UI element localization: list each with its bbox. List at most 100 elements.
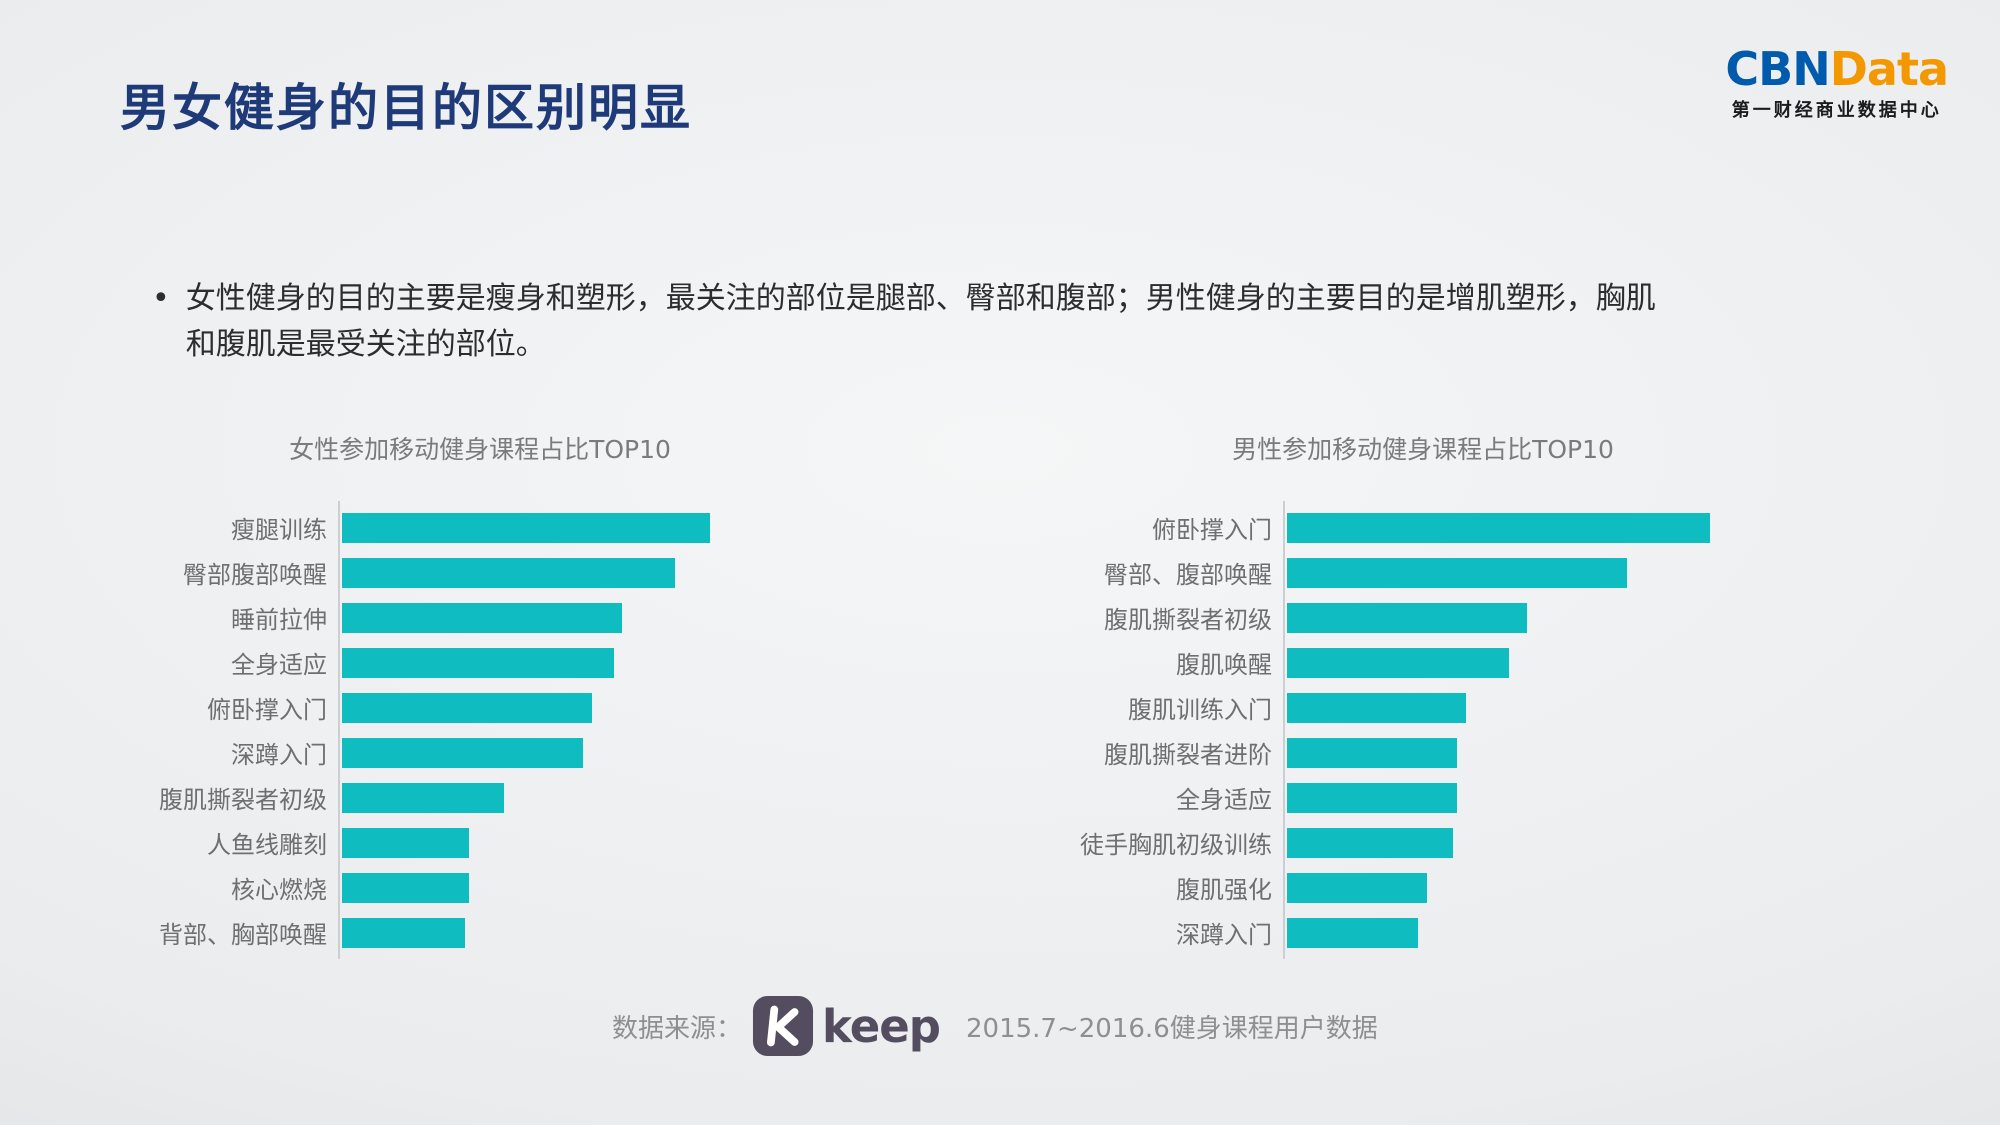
bar-track	[1287, 737, 1723, 768]
source-label: 数据来源：	[612, 1013, 743, 1044]
category-label: 睡前拉伸	[231, 606, 327, 634]
bar	[342, 557, 675, 588]
bullet-paragraph: • 女性健身的目的主要是瘦身和塑形，最关注的部位是腿部、臀部和腹部；男性健身的主…	[152, 276, 1872, 368]
chart-row: 全身适应	[120, 640, 780, 685]
category-label: 人鱼线雕刻	[207, 831, 327, 859]
category-label: 腹肌撕裂者初级	[1104, 606, 1272, 634]
chart-row: 深蹲入门	[1008, 910, 1723, 955]
chart-men-top10: 男性参加移动健身课程占比TOP10 俯卧撑入门臀部、腹部唤醒 腹肌撕裂者初级腹肌唤…	[1008, 433, 1723, 959]
cbndata-wordmark: CBNData	[1725, 42, 1949, 96]
bar	[342, 512, 710, 543]
bar-track	[1287, 917, 1723, 948]
bar-track	[342, 827, 780, 858]
bar-track	[1287, 557, 1723, 588]
chart-plot-women: 瘦腿训练臀部腹部唤醒睡前拉伸全身适应俯卧撑入门深蹲入门腹肌撕裂者初级人鱼线雕刻核…	[120, 501, 780, 959]
chart-row: 腹肌撕裂者初级	[120, 775, 780, 820]
bar	[1287, 602, 1527, 633]
category-label: 腹肌唤醒	[1176, 651, 1272, 679]
chart-row: 徒手胸肌初级训练	[1008, 820, 1723, 865]
bar	[342, 782, 505, 813]
category-label: 腹肌撕裂者初级	[159, 786, 327, 814]
chart-row: 腹肌训练入门	[1008, 685, 1723, 730]
bar-track	[342, 917, 780, 948]
chart-title-men: 男性参加移动健身课程占比TOP10	[1232, 435, 1614, 464]
chart-row: 深蹲入门	[120, 730, 780, 775]
category-label: 腹肌撕裂者进阶	[1104, 741, 1272, 769]
chart-row: 全身适应	[1008, 775, 1723, 820]
chart-row: 睡前拉伸	[120, 595, 780, 640]
bar	[1287, 512, 1710, 543]
bar	[1287, 557, 1628, 588]
category-label: 俯卧撑入门	[207, 696, 327, 724]
bullet-marker: •	[152, 281, 170, 316]
bar-track	[1287, 512, 1723, 543]
chart-row: 臀部腹部唤醒	[120, 550, 780, 595]
source-period: 2015.7~2016.6健身课程用户数据	[966, 1013, 1378, 1044]
bar-track	[342, 737, 780, 768]
bullet-text: 女性健身的目的主要是瘦身和塑形，最关注的部位是腿部、臀部和腹部；男性健身的主要目…	[185, 281, 1656, 362]
chart-women-top10: 女性参加移动健身课程占比TOP10 瘦腿训练臀部腹部唤醒睡前拉伸全身适应俯卧撑入…	[120, 433, 780, 959]
cbndata-subtitle: 第一财经商业数据中心	[1731, 100, 1942, 121]
chart-row: 腹肌唤醒	[1008, 640, 1723, 685]
category-label: 腹肌强化	[1176, 876, 1272, 904]
bar-track	[342, 602, 780, 633]
chart-row: 瘦腿训练	[120, 505, 780, 550]
chart-plot-men: 俯卧撑入门臀部、腹部唤醒 腹肌撕裂者初级腹肌唤醒腹肌训练入门腹肌撕裂者进阶全身适应…	[1008, 501, 1723, 959]
category-label: 深蹲入门	[231, 741, 327, 769]
bar	[1287, 692, 1466, 723]
chart-row: 腹肌强化	[1008, 865, 1723, 910]
cbndata-logo: CBNData 第一财经商业数据中心	[1725, 42, 1949, 122]
category-label: 核心燃烧	[231, 876, 327, 904]
bar	[342, 872, 470, 903]
bar-track	[1287, 647, 1723, 678]
bar	[342, 647, 614, 678]
bar-track	[1287, 602, 1723, 633]
category-label: 背部、胸部唤醒	[159, 921, 327, 949]
category-label: 徒手胸肌初级训练	[1080, 831, 1272, 859]
bar	[342, 737, 583, 768]
bar-track	[342, 647, 780, 678]
bar	[1287, 827, 1453, 858]
bar	[1287, 647, 1510, 678]
chart-row: 背部、胸部唤醒	[120, 910, 780, 955]
bar	[342, 827, 470, 858]
category-label: 腹肌训练入门	[1128, 696, 1272, 724]
bar-track	[342, 512, 780, 543]
page-title: 男女健身的目的区别明显	[120, 79, 692, 137]
category-label: 全身适应	[231, 651, 327, 679]
bar	[342, 692, 592, 723]
bar-track	[1287, 782, 1723, 813]
cbndata-wordmark-data: Data	[1829, 42, 1949, 96]
bar-track	[342, 782, 780, 813]
keep-app-icon	[752, 995, 814, 1057]
chart-row: 臀部、腹部唤醒	[1008, 550, 1723, 595]
category-label: 俯卧撑入门	[1152, 516, 1272, 544]
keep-logo: keep	[752, 995, 954, 1057]
chart-row: 人鱼线雕刻	[120, 820, 780, 865]
bar-track	[342, 692, 780, 723]
data-source: 数据来源： keep 2015.7~2016.6健身课程用户数据	[612, 990, 1378, 1062]
chart-title-women: 女性参加移动健身课程占比TOP10	[289, 435, 671, 464]
chart-row: 核心燃烧	[120, 865, 780, 910]
category-label: 瘦腿训练	[231, 516, 327, 544]
bar	[342, 602, 623, 633]
chart-row: 腹肌撕裂者初级	[1008, 595, 1723, 640]
category-label: 全身适应	[1176, 786, 1272, 814]
bar	[1287, 782, 1458, 813]
bar	[1287, 872, 1427, 903]
category-label: 臀部、腹部唤醒	[1104, 561, 1272, 589]
keep-wordmark: keep	[822, 999, 941, 1053]
bar	[1287, 917, 1418, 948]
category-label: 深蹲入门	[1176, 921, 1272, 949]
bar	[342, 917, 465, 948]
bar-track	[1287, 692, 1723, 723]
category-label: 臀部腹部唤醒	[183, 561, 327, 589]
cbndata-wordmark-cbn: CBN	[1725, 42, 1830, 96]
bar-track	[342, 557, 780, 588]
chart-row: 俯卧撑入门	[1008, 505, 1723, 550]
chart-row: 腹肌撕裂者进阶	[1008, 730, 1723, 775]
bar-track	[1287, 872, 1723, 903]
bar	[1287, 737, 1458, 768]
chart-row: 俯卧撑入门	[120, 685, 780, 730]
